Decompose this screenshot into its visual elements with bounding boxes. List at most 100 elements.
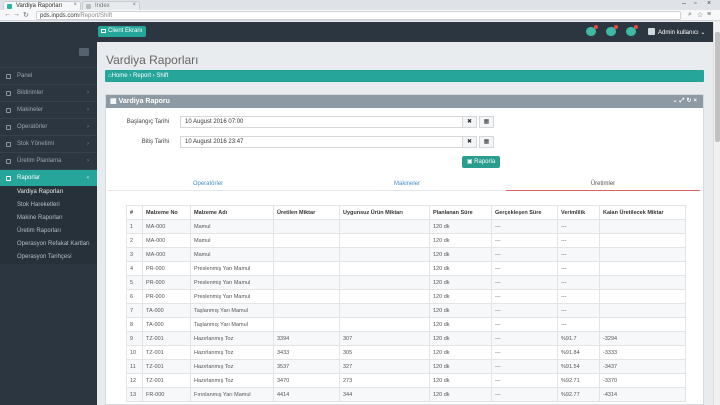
table-cell: TZ-001 bbox=[142, 345, 191, 360]
sidebar-item-stok[interactable]: Stok Yönetimi › bbox=[0, 135, 97, 152]
forward-icon[interactable]: → bbox=[13, 11, 20, 18]
back-icon[interactable]: ← bbox=[4, 11, 11, 18]
collapse-icon[interactable]: ⌄ bbox=[672, 98, 680, 104]
client-screen-button[interactable]: Client Ekranı bbox=[98, 26, 147, 37]
table-cell bbox=[273, 247, 340, 262]
table-row: 11 TZ-001 Hazırlanmış Toz 3537 327 120 dk ---%… bbox=[126, 359, 686, 374]
refresh-icon[interactable]: ↻ bbox=[686, 98, 694, 104]
search-icon[interactable]: ⌕ bbox=[688, 11, 692, 18]
table-cell: --- bbox=[491, 247, 558, 262]
column-header[interactable]: Uygunsuz Ürün Miktarı bbox=[339, 205, 430, 220]
url-field[interactable]: pds.inpds.com/Report/Shift bbox=[36, 11, 681, 20]
column-header[interactable]: # bbox=[126, 205, 143, 220]
column-header[interactable]: Gerçekleşen Süre bbox=[491, 205, 558, 220]
end-date-input[interactable]: 10 August 2016 23:47 bbox=[180, 136, 463, 148]
table-cell: 344 bbox=[339, 387, 430, 402]
calendar-icon[interactable]: ▦ bbox=[479, 116, 494, 128]
chevron-right-icon: › bbox=[87, 90, 89, 96]
submenu-item-vardiya[interactable]: Vardiya Raporları bbox=[17, 189, 64, 195]
bell-icon bbox=[6, 91, 11, 96]
minimize-icon[interactable]: – bbox=[682, 0, 686, 7]
submenu-item-uretim-raporlari[interactable]: Üretim Raporları bbox=[17, 228, 62, 234]
address-bar: ← → ↻ pds.inpds.com/Report/Shift ⌕ ☆ ≡ bbox=[0, 10, 720, 21]
tab-operatorler[interactable]: Operatörler bbox=[192, 181, 224, 187]
submenu-item-stok-hareketleri[interactable]: Stok Hareketleri bbox=[17, 202, 60, 208]
report-button[interactable]: ▣ Raporla bbox=[462, 156, 500, 168]
chevron-down-icon: ⌄ bbox=[700, 30, 706, 36]
tab-makineler[interactable]: Makineler bbox=[393, 181, 420, 187]
table-cell: 120 dk bbox=[429, 303, 492, 318]
sidebar-item-panel[interactable]: Panel bbox=[0, 67, 97, 84]
table-row: 7 TA-000 Taşlanmış Yarı Mamul 120 dk --- --- bbox=[126, 303, 686, 318]
sidebar-item-uretim-planlama[interactable]: Üretim Planlama › bbox=[0, 152, 97, 169]
page-title: Vardiya Raporları bbox=[106, 53, 199, 67]
sidebar-item-raporlar[interactable]: Raporlar ‹ bbox=[0, 169, 97, 186]
table-cell: --- bbox=[491, 317, 558, 332]
user-menu[interactable]: Admin kullanıcı ⌄ bbox=[648, 28, 705, 36]
table-cell: 11 bbox=[126, 359, 143, 374]
table-cell: 12 bbox=[126, 373, 143, 388]
window-close-icon[interactable]: × bbox=[707, 0, 712, 7]
table-cell: 7 bbox=[126, 303, 143, 318]
column-header[interactable]: Üretilen Miktar bbox=[273, 205, 340, 220]
home-icon: ⌂ bbox=[108, 73, 112, 79]
close-icon[interactable]: × bbox=[693, 98, 699, 104]
table-cell: MA-000 bbox=[142, 233, 191, 248]
sidebar-item-operatorler[interactable]: Operatörler › bbox=[0, 118, 97, 135]
star-icon[interactable]: ☆ bbox=[697, 12, 704, 19]
menu-icon[interactable]: ≡ bbox=[707, 11, 712, 18]
table-cell bbox=[599, 303, 686, 318]
start-date-input[interactable]: 10 August 2016 07:00 bbox=[180, 116, 463, 128]
notification-icon[interactable] bbox=[586, 25, 598, 36]
column-header[interactable]: Kalan Üretilecek Miktar bbox=[599, 205, 686, 220]
chevron-right-icon: › bbox=[87, 141, 89, 147]
table-cell bbox=[273, 275, 340, 290]
submenu-item-makine-raporlari[interactable]: Makine Raporları bbox=[17, 215, 63, 221]
breadcrumb-home[interactable]: Home bbox=[111, 73, 128, 79]
close-icon[interactable]: × bbox=[73, 2, 77, 8]
expand-icon[interactable]: ⤢ bbox=[679, 98, 687, 104]
table-cell: 120 dk bbox=[429, 345, 492, 360]
reload-icon[interactable]: ↻ bbox=[23, 12, 29, 19]
column-header[interactable]: Verimlilik bbox=[557, 205, 600, 220]
table-cell: Hazırlanmış Toz bbox=[190, 359, 274, 374]
table-cell: %91.54 bbox=[557, 359, 600, 374]
table-cell: %92.71 bbox=[557, 373, 600, 388]
table-cell: Hazırlanmış Toz bbox=[190, 345, 274, 360]
sidebar-item-bildirimler[interactable]: Bildirimler › bbox=[0, 84, 97, 101]
sidebar-item-makineler[interactable]: Makineler › bbox=[0, 101, 97, 118]
messages-icon[interactable] bbox=[606, 25, 618, 36]
table-cell: 307 bbox=[339, 331, 430, 346]
browser-tab-active[interactable]: Vardiya Raporları × bbox=[3, 1, 81, 10]
close-icon[interactable]: × bbox=[132, 2, 136, 8]
scrollbar-thumb[interactable] bbox=[715, 32, 720, 142]
calendar-icon[interactable]: ▦ bbox=[479, 136, 494, 148]
table-cell: --- bbox=[491, 303, 558, 318]
breadcrumb-report[interactable]: Report bbox=[132, 73, 151, 79]
sidebar-toggle-button[interactable] bbox=[79, 48, 89, 56]
table-cell: Hazırlanmış Toz bbox=[190, 373, 274, 388]
table-cell: 8 bbox=[126, 317, 143, 332]
maximize-icon[interactable]: ▫ bbox=[694, 0, 697, 7]
browser-tab-index[interactable]: Index × bbox=[82, 1, 140, 10]
table-cell: --- bbox=[491, 233, 558, 248]
column-header[interactable]: Malzeme Adı bbox=[190, 205, 274, 220]
column-header[interactable]: Planlanan Süre bbox=[429, 205, 492, 220]
clear-icon[interactable]: ✖ bbox=[462, 116, 477, 128]
chat-icon[interactable] bbox=[626, 25, 638, 36]
home-icon bbox=[6, 74, 11, 79]
table-cell: TZ-001 bbox=[142, 331, 191, 346]
tab-uretimler[interactable]: Üretimler bbox=[506, 177, 700, 191]
box-icon bbox=[6, 142, 11, 147]
clear-icon[interactable]: ✖ bbox=[462, 136, 477, 148]
table-cell: -3370 bbox=[599, 373, 686, 388]
column-header[interactable]: Malzeme No bbox=[142, 205, 191, 220]
end-date-row: Bitiş Tarihi 10 August 2016 23:47 ✖ ▦ bbox=[106, 136, 705, 148]
table-cell: Preslenmiş Yarı Mamul bbox=[190, 275, 274, 290]
submenu-item-refakat-kartlari[interactable]: Operasyon Refakat Kartları bbox=[17, 241, 90, 247]
table-cell: 120 dk bbox=[429, 289, 492, 304]
table-cell: %92.77 bbox=[557, 387, 600, 402]
table-cell: Taşlanmış Yarı Mamul bbox=[190, 303, 274, 318]
page-scrollbar[interactable] bbox=[713, 22, 720, 405]
submenu-item-operasyon-tarihcesi[interactable]: Operasyon Tarihçesi bbox=[17, 254, 72, 260]
